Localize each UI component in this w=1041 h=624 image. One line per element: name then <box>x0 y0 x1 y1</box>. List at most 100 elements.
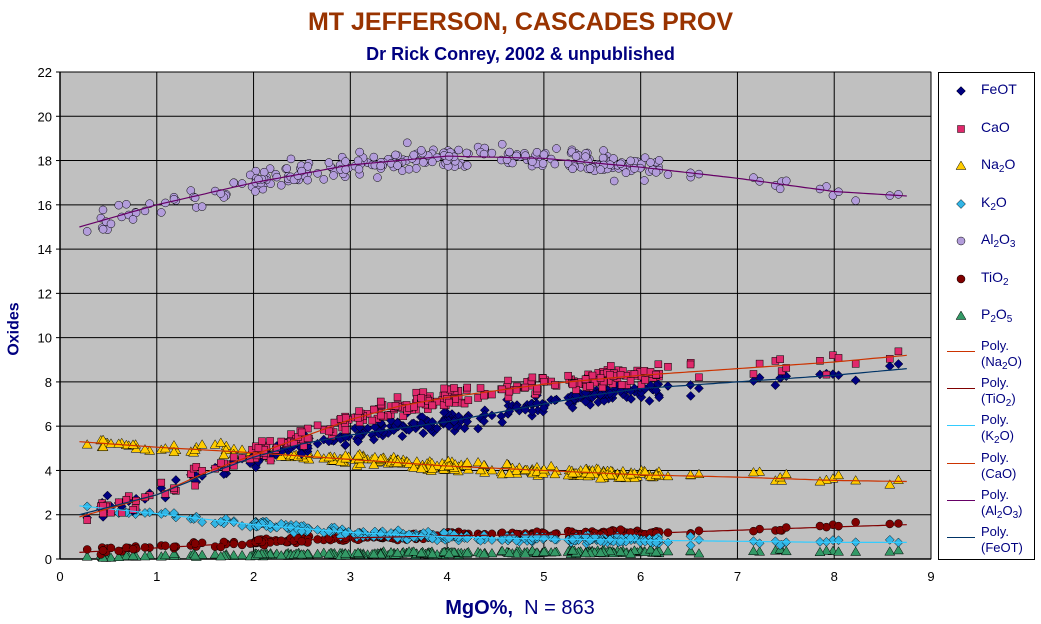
point-feot <box>497 417 508 428</box>
legend-item-poly-tio2: Poly. (TiO2) <box>939 373 1034 409</box>
point-feot <box>479 416 489 427</box>
point-al2o3 <box>782 176 791 186</box>
point-cao <box>341 426 350 434</box>
point-feot <box>462 416 473 427</box>
point-p2o5 <box>296 549 308 559</box>
legend-marker-shape <box>957 124 965 133</box>
point-na2o <box>105 438 117 448</box>
point-al2o3 <box>568 164 577 174</box>
point-p2o5 <box>478 548 490 558</box>
legend-marker-p2o5 <box>955 310 967 320</box>
point-p2o5 <box>139 551 151 561</box>
point-k2o <box>197 517 207 528</box>
point-al2o3 <box>303 162 313 171</box>
point-na2o <box>478 459 490 469</box>
point-al2o3 <box>428 157 437 167</box>
point-tio2 <box>114 546 123 556</box>
legend-label-poly-k2o: Poly. (K2O) <box>981 412 1015 447</box>
point-al2o3 <box>259 167 269 177</box>
point-p2o5 <box>693 548 705 558</box>
point-na2o <box>780 468 792 478</box>
legend-item-feot: FeOT <box>939 74 1034 110</box>
point-cao <box>695 373 703 382</box>
point-cao <box>540 378 548 386</box>
point-feot <box>599 396 609 406</box>
point-p2o5 <box>496 545 508 555</box>
point-na2o <box>168 446 180 456</box>
x-tick-label: 0 <box>56 569 63 584</box>
legend-marker-shape <box>956 86 966 96</box>
legend-marker-cao <box>957 124 965 133</box>
y-tick-label: 4 <box>45 463 52 478</box>
point-p2o5 <box>503 547 515 557</box>
point-na2o <box>580 464 591 474</box>
legend-marker-shape <box>955 310 967 320</box>
point-al2o3 <box>851 196 860 205</box>
point-al2o3 <box>479 149 489 159</box>
point-cao <box>266 437 274 445</box>
point-na2o <box>814 476 826 486</box>
point-p2o5 <box>215 551 227 561</box>
point-p2o5 <box>105 552 117 562</box>
point-al2o3 <box>391 150 400 160</box>
point-feot <box>171 475 181 485</box>
point-cao <box>463 383 471 392</box>
point-cao <box>886 355 894 363</box>
point-na2o <box>472 456 484 467</box>
point-al2o3 <box>654 156 664 165</box>
point-na2o <box>545 460 557 471</box>
legend-item-poly-feot: Poly. (FeOT) <box>939 522 1034 558</box>
legend-label-poly-tio2: Poly. (TiO2) <box>981 375 1016 410</box>
point-feot <box>418 428 429 439</box>
point-cao <box>894 347 903 356</box>
point-al2o3 <box>419 158 428 167</box>
point-feot <box>473 423 483 434</box>
x-tick-label: 5 <box>540 569 547 584</box>
point-na2o <box>501 458 513 468</box>
point-cao <box>464 396 473 404</box>
point-tio2 <box>749 526 758 536</box>
point-cao <box>617 381 626 389</box>
point-cao <box>83 516 91 524</box>
point-cao <box>440 384 448 393</box>
point-feot <box>539 403 549 413</box>
point-cao <box>596 374 605 382</box>
point-al2o3 <box>571 152 581 161</box>
point-cao <box>851 360 860 368</box>
point-al2o3 <box>355 147 364 157</box>
point-p2o5 <box>312 548 324 558</box>
point-na2o <box>355 458 366 468</box>
point-p2o5 <box>426 548 438 558</box>
point-p2o5 <box>461 547 473 557</box>
y-tick-label: 10 <box>38 331 52 346</box>
y-tick-label: 16 <box>38 198 52 213</box>
point-al2o3 <box>487 148 497 158</box>
legend-label-k2o: K2O <box>981 193 1007 213</box>
legend-marker-tio2 <box>956 274 966 283</box>
x-tick-label: 2 <box>250 569 257 584</box>
point-p2o5 <box>580 547 591 558</box>
point-cao <box>505 387 514 396</box>
point-p2o5 <box>323 548 335 559</box>
point-al2o3 <box>82 227 92 236</box>
point-cao <box>229 453 238 462</box>
legend-label-na2o: Na2O <box>981 156 1016 175</box>
point-na2o <box>486 464 498 475</box>
point-al2o3 <box>282 164 292 173</box>
point-p2o5 <box>443 548 455 558</box>
point-al2o3 <box>324 158 334 167</box>
point-feot <box>444 421 454 432</box>
point-cao <box>641 376 649 384</box>
x-axis-label: MgO%, N = 863 <box>355 597 685 620</box>
legend-item-poly-cao: Poly. (CaO) <box>939 448 1034 484</box>
point-na2o <box>323 451 335 462</box>
point-al2o3 <box>251 187 260 196</box>
point-na2o <box>352 450 364 460</box>
point-cao <box>330 418 339 427</box>
point-cao <box>368 416 376 425</box>
point-cao <box>568 380 577 389</box>
legend-label-tio2: TiO2 <box>981 268 1009 288</box>
point-feot <box>893 359 904 369</box>
x-tick-label: 7 <box>734 569 741 584</box>
point-feot <box>340 439 351 450</box>
